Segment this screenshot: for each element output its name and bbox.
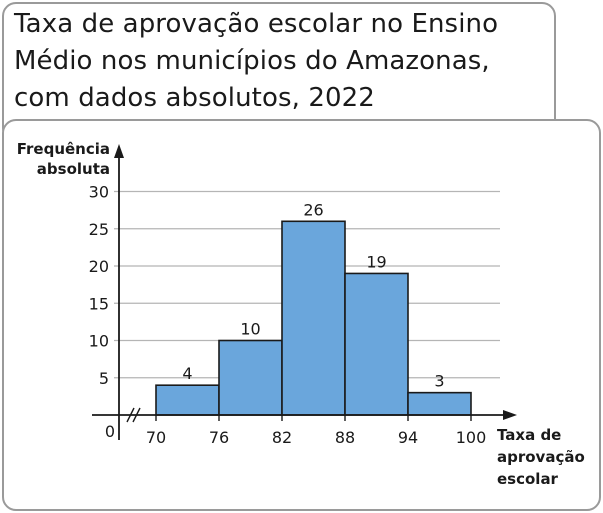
x-tick-label-100: 100 [456, 428, 487, 447]
chart-title-line-2: Médio nos municípios do Amazonas, [14, 46, 490, 76]
histogram-bar-1 [155, 384, 220, 416]
y-axis-title-line-1: Frequência [17, 140, 110, 158]
x-axis-title-line-3: escolar [497, 470, 559, 488]
bar-value-label-5: 3 [434, 372, 444, 391]
y-tick-label-20: 20 [89, 257, 109, 276]
axis-break-line-2 [132, 407, 141, 423]
x-axis-title-line-2: aprovação [497, 448, 585, 466]
histogram-bar-3 [281, 220, 346, 416]
labels: 5 10 15 20 25 30 4 10 26 19 3 70 76 82 88 94 100 0 Frequên… [17, 140, 585, 488]
y-tick-label-5: 5 [99, 369, 109, 388]
bar-value-label-4: 19 [366, 252, 386, 271]
chart-title: Taxa de aprovação escolar no Ensino Médi… [14, 6, 554, 117]
x-tick-label-76: 76 [209, 428, 229, 447]
bar-value-label-1: 4 [182, 364, 192, 383]
title-box [2, 2, 556, 142]
y-tick-label-30: 30 [89, 183, 109, 202]
chart-title-line-3: com dados absolutos, 2022 [14, 83, 375, 113]
y-axis-arrow [114, 144, 124, 158]
y-axis-title-line-2: absoluta [37, 160, 110, 178]
y-tick-label-10: 10 [89, 332, 109, 351]
x-axis-arrow [503, 410, 517, 420]
bar-value-label-2: 10 [240, 320, 260, 339]
bars [155, 220, 472, 416]
origin-label: 0 [105, 422, 115, 441]
y-tick-label-25: 25 [89, 220, 109, 239]
histogram-bar-4 [344, 272, 409, 416]
chart-title-line-1: Taxa de aprovação escolar no Ensino [14, 9, 499, 39]
x-axis-break-mark [126, 407, 141, 423]
histogram-bar-5 [407, 391, 472, 416]
histogram-bar-2 [218, 339, 283, 416]
axes [92, 144, 517, 440]
y-tick-label-15: 15 [89, 294, 109, 313]
x-tick-label-88: 88 [335, 428, 355, 447]
x-tick-label-94: 94 [398, 428, 418, 447]
axis-break-line-1 [126, 407, 135, 423]
x-axis-title-line-1: Taxa de [497, 426, 561, 444]
bar-value-label-3: 26 [303, 200, 323, 219]
x-tick-label-70: 70 [146, 428, 166, 447]
x-tick-label-82: 82 [272, 428, 292, 447]
